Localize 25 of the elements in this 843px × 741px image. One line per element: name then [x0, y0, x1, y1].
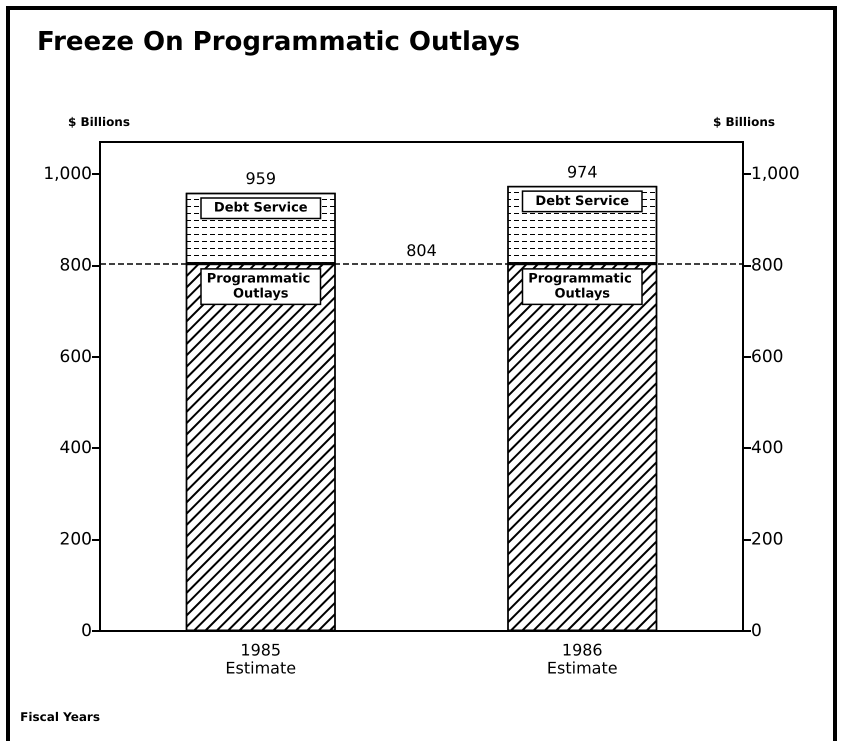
total-label: 959 [245, 169, 276, 188]
y-tick-label: 200 [60, 530, 92, 550]
y-tick-label: 800 [60, 255, 92, 276]
series-label: Debt Service [214, 200, 308, 216]
text: Debt Service [535, 194, 630, 209]
chart-title: Freeze On Programmatic Outlays [37, 27, 520, 57]
ref-line-label: 804 [406, 241, 437, 260]
x-axis-title: Fiscal Years [20, 710, 100, 724]
series-label: Programmatic Outlays [206, 272, 315, 302]
y-tick-label: 400 [60, 438, 92, 458]
y2-axis-title: $ Billions [713, 115, 776, 129]
y2-tick-label: 400 [751, 438, 784, 458]
y-axis-title: $ Billions [68, 115, 130, 129]
x-tick-label: 1985 Estimate [225, 640, 296, 678]
text: Programmatic Outlays [528, 272, 632, 302]
x-tick-label: 1986 Estimate [546, 640, 618, 678]
y2-tick-label: 800 [751, 255, 784, 276]
y-tick-label: 600 [60, 346, 92, 367]
y-tick-label: 1,000 [43, 164, 92, 184]
total-label: 974 [566, 162, 598, 182]
y2-tick-label: 0 [751, 621, 762, 641]
y2-tick-label: 200 [751, 530, 784, 550]
y2-tick-label: 1,000 [751, 164, 800, 184]
y2-tick-label: 600 [751, 346, 784, 367]
y-tick-label: 0 [81, 621, 92, 641]
